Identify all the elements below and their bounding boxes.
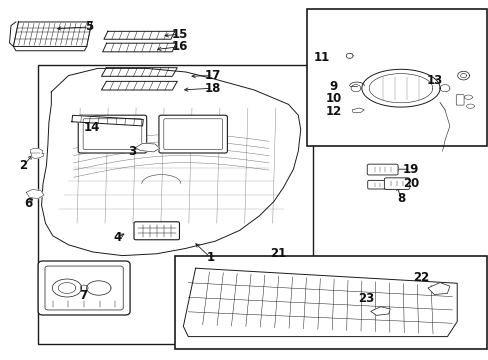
- FancyBboxPatch shape: [455, 95, 463, 105]
- Text: 18: 18: [204, 82, 221, 95]
- Text: 23: 23: [357, 292, 373, 305]
- Polygon shape: [72, 115, 143, 126]
- Text: 3: 3: [128, 145, 136, 158]
- Text: 13: 13: [426, 75, 443, 87]
- FancyBboxPatch shape: [45, 266, 123, 310]
- Text: 5: 5: [85, 21, 93, 33]
- Bar: [175, 256, 486, 349]
- Polygon shape: [464, 95, 471, 99]
- FancyBboxPatch shape: [384, 178, 409, 189]
- Text: 4: 4: [113, 231, 121, 244]
- FancyBboxPatch shape: [38, 261, 130, 315]
- Polygon shape: [351, 108, 364, 112]
- FancyBboxPatch shape: [78, 115, 146, 153]
- Bar: [306, 9, 486, 146]
- Text: 9: 9: [329, 80, 337, 93]
- Bar: [38, 65, 312, 344]
- Text: 2: 2: [20, 159, 27, 172]
- Polygon shape: [466, 104, 473, 108]
- FancyBboxPatch shape: [366, 164, 397, 175]
- FancyBboxPatch shape: [163, 119, 222, 149]
- Polygon shape: [370, 307, 389, 315]
- Polygon shape: [102, 43, 176, 52]
- Text: 7: 7: [79, 289, 87, 302]
- Text: 12: 12: [325, 105, 342, 118]
- Polygon shape: [26, 189, 44, 199]
- FancyBboxPatch shape: [159, 115, 227, 153]
- Text: 6: 6: [24, 197, 32, 210]
- Text: 21: 21: [270, 247, 286, 260]
- FancyBboxPatch shape: [134, 222, 179, 240]
- Text: 16: 16: [171, 40, 187, 53]
- Polygon shape: [13, 46, 87, 51]
- FancyBboxPatch shape: [83, 119, 142, 149]
- Text: 10: 10: [325, 93, 342, 105]
- Text: 19: 19: [402, 163, 418, 176]
- Polygon shape: [13, 22, 92, 46]
- Polygon shape: [361, 69, 439, 107]
- Text: 20: 20: [402, 177, 418, 190]
- Polygon shape: [427, 283, 449, 294]
- Text: 11: 11: [313, 51, 329, 64]
- Polygon shape: [135, 143, 160, 152]
- Text: 22: 22: [412, 271, 429, 284]
- Polygon shape: [41, 68, 300, 256]
- Text: 17: 17: [204, 69, 221, 82]
- Polygon shape: [30, 148, 44, 158]
- Polygon shape: [101, 68, 177, 76]
- Polygon shape: [183, 268, 456, 337]
- Polygon shape: [103, 31, 175, 39]
- Polygon shape: [101, 81, 177, 90]
- Text: 15: 15: [171, 28, 187, 41]
- Text: 1: 1: [206, 251, 214, 264]
- Polygon shape: [457, 71, 468, 80]
- FancyBboxPatch shape: [367, 180, 392, 189]
- Text: 14: 14: [83, 121, 100, 134]
- Text: 8: 8: [396, 192, 404, 204]
